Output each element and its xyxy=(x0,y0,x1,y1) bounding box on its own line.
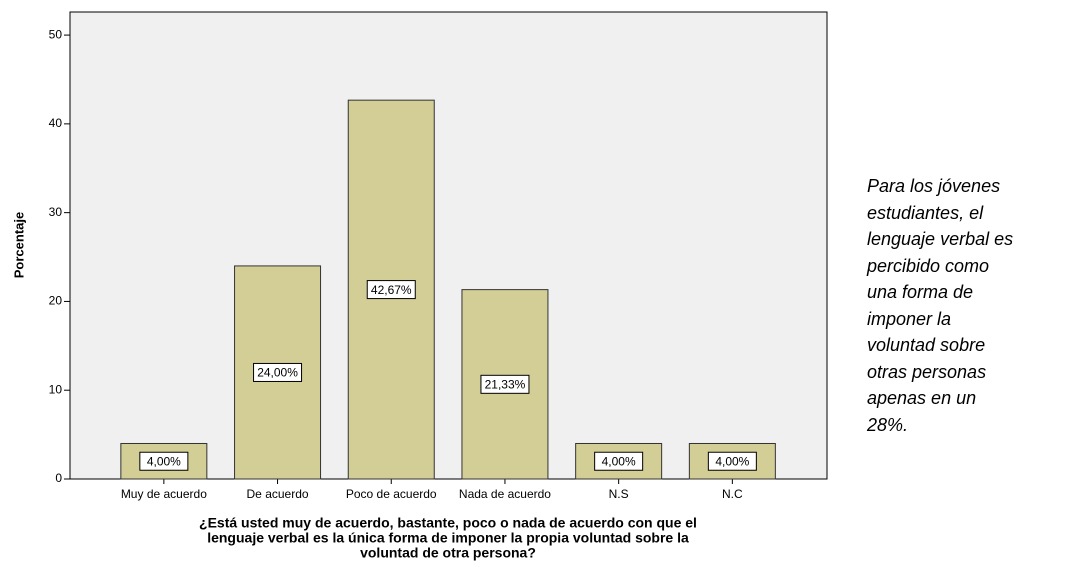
y-axis-title: Porcentaje xyxy=(11,212,26,278)
value-label-box xyxy=(707,451,757,471)
note-line: otras personas xyxy=(867,361,987,382)
y-tick-label: 10 xyxy=(49,382,63,396)
x-tick-label: N.S xyxy=(609,487,629,501)
note-line: estudiantes, el xyxy=(867,202,984,223)
side-note: Para los jóvenes estudiantes, el lenguaje … xyxy=(867,173,1067,438)
value-label: 4,00% xyxy=(147,454,181,468)
note-line: una forma de xyxy=(867,282,974,302)
x-axis-title: lenguaje verbal es la única forma de imp… xyxy=(207,530,689,546)
y-tick-label: 50 xyxy=(49,27,63,41)
x-tick-label: De acuerdo xyxy=(247,487,309,501)
note-line: imponer la xyxy=(867,308,952,329)
x-axis-title: voluntad de otra persona? xyxy=(360,545,536,561)
x-tick-label: N.C xyxy=(722,487,743,501)
note-line: voluntad sobre xyxy=(867,335,986,355)
y-tick-label: 30 xyxy=(49,205,63,219)
y-tick-label: 20 xyxy=(49,294,63,308)
value-label-box xyxy=(594,451,644,471)
note-line: lenguaje verbal es xyxy=(867,229,1014,249)
value-label: 4,00% xyxy=(602,454,636,468)
note-line: 28%. xyxy=(867,414,909,435)
y-tick-label: 40 xyxy=(49,116,63,130)
x-tick-label: Poco de acuerdo xyxy=(346,487,437,501)
value-label: 24,00% xyxy=(257,366,298,380)
value-label: 21,33% xyxy=(485,377,526,391)
note-line: apenas en un xyxy=(867,388,977,408)
x-axis-title: ¿Está usted muy de acuerdo, bastante, po… xyxy=(199,515,697,531)
value-label: 4,00% xyxy=(715,454,749,468)
note-line: Para los jóvenes xyxy=(867,176,1001,196)
value-label-box xyxy=(139,451,189,471)
note-line: percibido como xyxy=(867,255,990,276)
plot-area xyxy=(69,11,828,480)
x-tick-label: Muy de acuerdo xyxy=(121,487,207,501)
chart: Porcentaje 0 10 20 30 40 50 Muy de acuerdo 4,00… xyxy=(11,11,828,561)
y-tick-label: 0 xyxy=(55,471,62,485)
value-label-box xyxy=(253,362,303,382)
value-label-box xyxy=(480,374,530,394)
value-label-box xyxy=(366,280,416,300)
x-tick-label: Nada de acuerdo xyxy=(459,487,551,501)
value-label: 42,67% xyxy=(371,283,412,297)
